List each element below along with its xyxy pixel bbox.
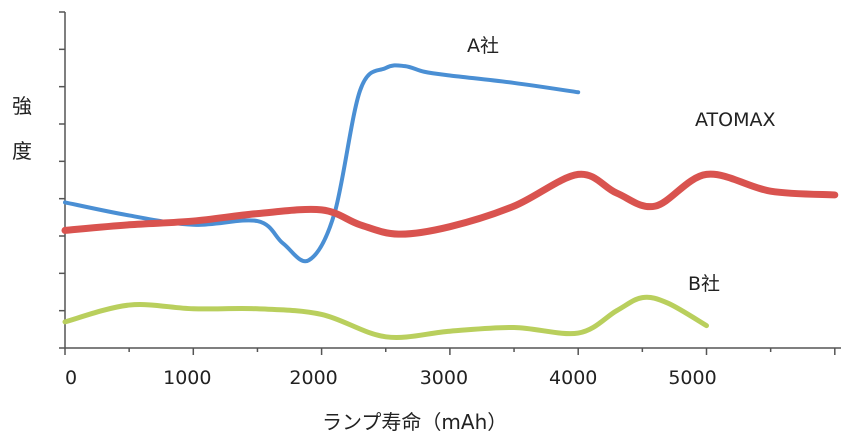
- x-axis-title: ランプ寿命（mAh）: [322, 410, 507, 434]
- x-tick-label: 1000: [163, 367, 211, 389]
- x-tick-label: 4000: [549, 367, 597, 389]
- x-tick-label: 0: [65, 367, 77, 389]
- x-tick-labels: 0 1000 2000 3000 4000 5000: [65, 367, 717, 389]
- series-label-b-sha: B社: [688, 273, 720, 295]
- series-line-a-sha: [63, 63, 581, 264]
- series-label-atomax: ATOMAX: [695, 109, 776, 131]
- y-axis-title-char-1: 強: [12, 94, 32, 118]
- x-tick-label: 2000: [289, 367, 337, 389]
- axes: [64, 12, 841, 349]
- series-labels: A社 ATOMAX B社: [467, 35, 776, 295]
- x-tick-label: 5000: [668, 367, 716, 389]
- x-tick-label: 3000: [420, 367, 468, 389]
- series-label-a-sha: A社: [467, 35, 499, 57]
- series-line-atomax: [61, 170, 839, 238]
- series-line-b-sha: [62, 294, 709, 340]
- y-tick-marks: [59, 11, 65, 349]
- series-lines: [61, 63, 839, 340]
- y-axis-title-char-2: 度: [12, 139, 32, 163]
- x-tick-marks: [64, 348, 836, 355]
